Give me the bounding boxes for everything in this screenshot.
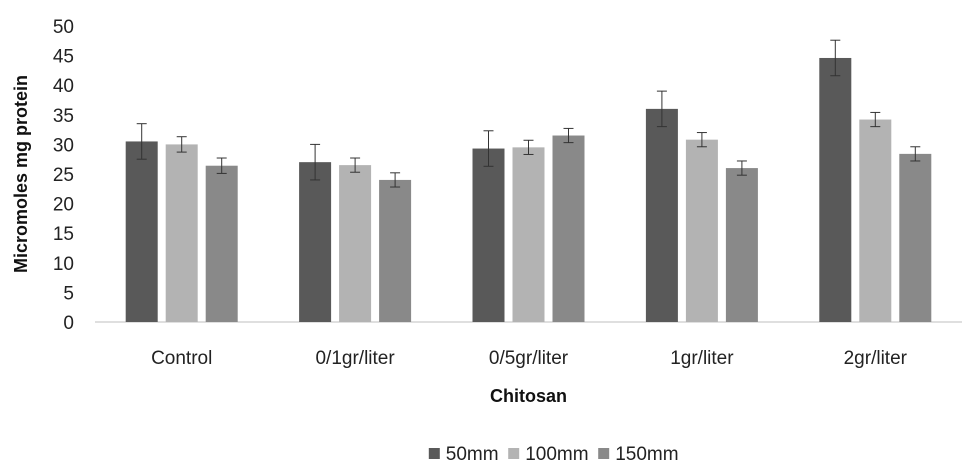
x-tick-label: 1gr/liter	[670, 348, 734, 369]
bar	[512, 147, 545, 322]
legend-swatch	[428, 448, 440, 459]
bar	[125, 141, 158, 322]
bar	[472, 148, 505, 322]
bar	[725, 168, 758, 322]
legend-label: 100mm	[525, 444, 588, 465]
bar	[645, 108, 678, 322]
x-axis-categories: Control 0/1gr/liter 0/5gr/liter 1gr/liter 2g…	[151, 348, 908, 369]
x-tick-label: 0/1gr/liter	[315, 348, 395, 369]
bar	[379, 179, 412, 322]
bar	[552, 135, 585, 322]
legend: 50mm 100mm 150mm	[428, 444, 679, 465]
bars-group	[125, 57, 932, 323]
bar	[205, 165, 238, 322]
bar	[339, 165, 372, 322]
y-tick-label: 5	[63, 283, 74, 304]
bar	[685, 139, 718, 322]
y-tick-label: 0	[63, 313, 74, 334]
bar	[165, 144, 198, 322]
y-tick-label: 20	[53, 195, 74, 216]
bar	[819, 57, 852, 323]
bar	[859, 119, 892, 322]
legend-label: 50mm	[446, 444, 499, 465]
x-tick-label: 2gr/liter	[844, 348, 908, 369]
bar	[299, 162, 332, 322]
error-bars-group	[136, 39, 921, 188]
legend-swatch	[598, 448, 610, 459]
y-tick-label: 50	[53, 17, 74, 38]
x-tick-label: Control	[151, 348, 212, 369]
legend-swatch	[508, 448, 520, 459]
y-tick-label: 30	[53, 135, 74, 156]
x-axis-title: Chitosan	[490, 386, 567, 406]
y-axis-title: Micromoles mg protein	[11, 75, 31, 273]
y-axis-ticks: 0 5 10 15 20 25 30 35 40 45 50	[53, 17, 74, 334]
y-tick-label: 25	[53, 165, 74, 186]
x-tick-label: 0/5gr/liter	[489, 348, 569, 369]
y-tick-label: 45	[53, 47, 74, 68]
y-tick-label: 35	[53, 106, 74, 127]
y-tick-label: 10	[53, 254, 74, 275]
legend-label: 150mm	[615, 444, 678, 465]
bar	[899, 153, 932, 322]
y-tick-label: 15	[53, 224, 74, 245]
y-tick-label: 40	[53, 76, 74, 97]
